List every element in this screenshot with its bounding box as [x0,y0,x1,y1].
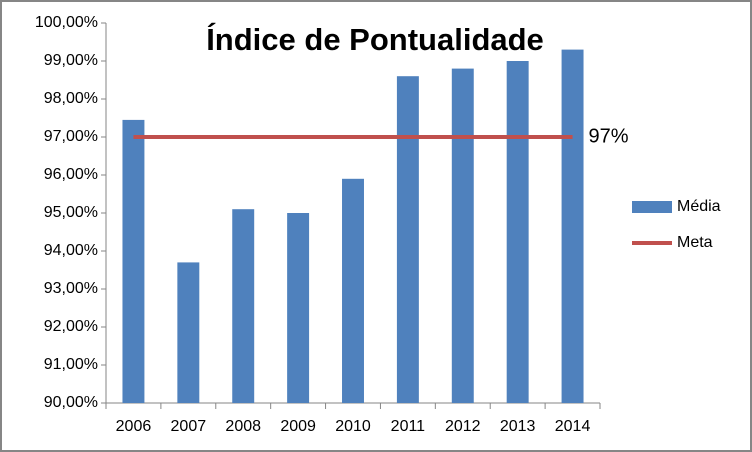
bar [287,213,310,403]
x-tick-label: 2011 [391,418,426,435]
y-tick-label: 95,00% [44,204,98,221]
x-tick-label: 2009 [280,418,316,435]
x-tick-label: 2014 [555,418,591,435]
y-tick-label: 93,00% [44,280,98,297]
x-tick-label: 2006 [116,418,152,435]
y-tick-label: 92,00% [44,318,98,335]
bar [122,119,145,404]
bar [342,178,364,403]
y-tick-label: 97,00% [44,128,98,145]
bar [396,76,419,403]
legend-swatch [632,201,672,213]
x-tick-label: 2010 [335,418,371,435]
x-tick-label: 2007 [171,418,207,435]
y-tick-label: 100,00% [35,14,98,31]
y-tick-label: 99,00% [44,52,98,69]
x-tick-label: 2008 [225,418,261,435]
y-tick-label: 98,00% [44,90,98,107]
legend-label: Média [677,198,721,215]
chart-title: Índice de Pontualidade [206,22,544,57]
legend-label: Meta [677,234,713,251]
data-label: 97% [589,125,629,147]
bar [451,68,474,403]
y-tick-label: 94,00% [44,242,98,259]
x-tick-label: 2013 [500,418,536,435]
bar [561,49,584,403]
y-tick-label: 96,00% [44,166,98,183]
x-tick-label: 2012 [445,418,481,435]
bar [506,61,529,403]
y-tick-label: 91,00% [44,356,98,373]
y-tick-label: 90,00% [44,394,98,411]
bar [232,209,255,403]
bar [177,262,200,403]
